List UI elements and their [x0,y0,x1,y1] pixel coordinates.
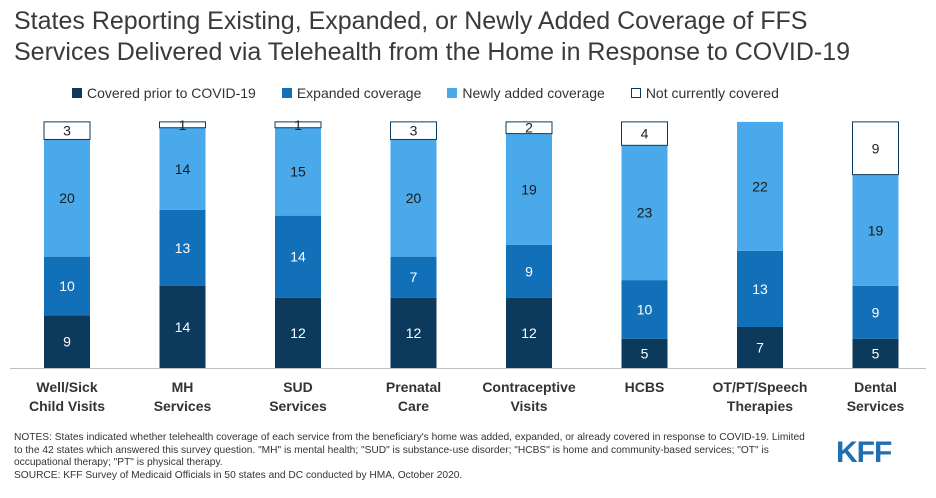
legend-label-expanded: Expanded coverage [296,85,422,101]
bar-segment [852,285,899,339]
data-label: 7 [410,269,418,285]
bar-segment [621,121,668,146]
legend: Covered prior to COVID-19 Expanded cover… [72,83,805,103]
data-label: 23 [637,205,653,221]
bar-segment [621,280,668,339]
category-label: OT/PT/Speech [713,379,808,395]
legend-swatch-not-covered [630,88,641,98]
bar-segment [506,133,552,245]
bar-segment [43,121,91,140]
legend-swatch-newly-added [447,88,458,98]
bar-segment [737,121,783,251]
legend-label-newly-added: Newly added coverage [462,85,605,101]
bar-segment [44,315,90,368]
data-label: 2 [525,120,533,136]
category-label: HCBS [625,379,665,395]
bar-segment [159,121,206,129]
category-label: Services [847,398,905,414]
data-label: 10 [59,278,75,294]
bar-segment [159,209,206,286]
bar-segment [505,121,553,135]
legend-item-not-covered: Not currently covered [630,85,779,101]
data-label: 14 [175,161,191,177]
legend-label-covered-prior: Covered prior to COVID-19 [87,85,256,101]
category-label: Contraceptive [482,379,576,395]
bar-segment [390,139,437,257]
legend-swatch-expanded [281,88,292,98]
category-label: MH [172,379,194,395]
data-label: 20 [406,190,422,206]
bar-segment [275,297,321,368]
source-text: SOURCE: KFF Survey of Medicaid Officials… [14,469,463,481]
data-label: 3 [410,123,418,139]
bar-segment [852,338,899,368]
data-label: 4 [641,126,649,142]
data-label: 13 [752,281,768,297]
data-label: 22 [752,178,768,194]
category-label: Prenatal [386,379,441,395]
data-label: 5 [872,345,880,361]
data-label: 19 [521,181,537,197]
category-label: Child Visits [29,398,105,414]
data-label: 9 [872,140,880,156]
legend-label-not-covered: Not currently covered [645,85,779,101]
title-line-2: Services Delivered via Telehealth from t… [14,38,851,66]
data-label: 3 [63,123,71,139]
bar-segment [737,326,783,368]
bar-segment [390,256,437,298]
bar-segment [44,256,90,316]
data-label: 1 [294,117,302,133]
category-label: Care [398,398,429,414]
bar-segment [44,139,90,257]
data-label: 1 [179,117,187,133]
category-label: Dental [854,379,897,395]
bar-segment [621,338,668,368]
data-label: 10 [637,301,653,317]
bar-segment [737,250,783,327]
bar-segment [275,215,321,298]
category-label: Well/Sick [36,379,97,395]
data-label: 7 [756,339,764,355]
data-label: 9 [525,263,533,279]
category-label: SUD [283,379,313,395]
title-line-1: States Reporting Existing, Expanded, or … [14,7,808,35]
data-label: 15 [290,164,306,180]
chart-title: States Reporting Existing, Expanded, or … [14,6,924,68]
category-label: Visits [510,398,547,414]
legend-item-newly-added: Newly added coverage [447,85,605,101]
bar-segment [275,127,321,216]
data-label: 12 [406,325,422,341]
data-label: 19 [868,222,884,238]
data-label: 12 [290,325,306,341]
bar-segment [390,297,437,368]
data-label: 5 [641,345,649,361]
notes-block: NOTES: States indicated whether teleheal… [14,432,814,482]
bar-segment [852,121,899,176]
category-label: Therapies [727,398,793,414]
bar-segment [159,127,206,210]
bar-segment [159,285,206,368]
data-label: 14 [175,319,191,335]
data-label: 14 [290,249,306,265]
legend-item-expanded: Expanded coverage [281,85,422,101]
bar-segment [506,297,552,368]
legend-item-covered-prior: Covered prior to COVID-19 [72,85,256,101]
bar-segment [852,174,899,286]
data-label: 12 [521,325,537,341]
data-label: 13 [175,240,191,256]
legend-swatch-covered-prior [72,88,82,98]
data-label: 20 [59,190,75,206]
bar-segment [274,121,322,129]
data-label: 9 [63,334,71,350]
kff-logo: KFF [836,436,892,469]
category-label: Services [154,398,212,414]
bar-segment [621,145,668,281]
notes-text: NOTES: States indicated whether teleheal… [14,432,805,468]
category-label: Services [269,398,327,414]
data-label: 9 [872,304,880,320]
bar-segment [390,121,437,140]
bar-segment [506,244,552,298]
